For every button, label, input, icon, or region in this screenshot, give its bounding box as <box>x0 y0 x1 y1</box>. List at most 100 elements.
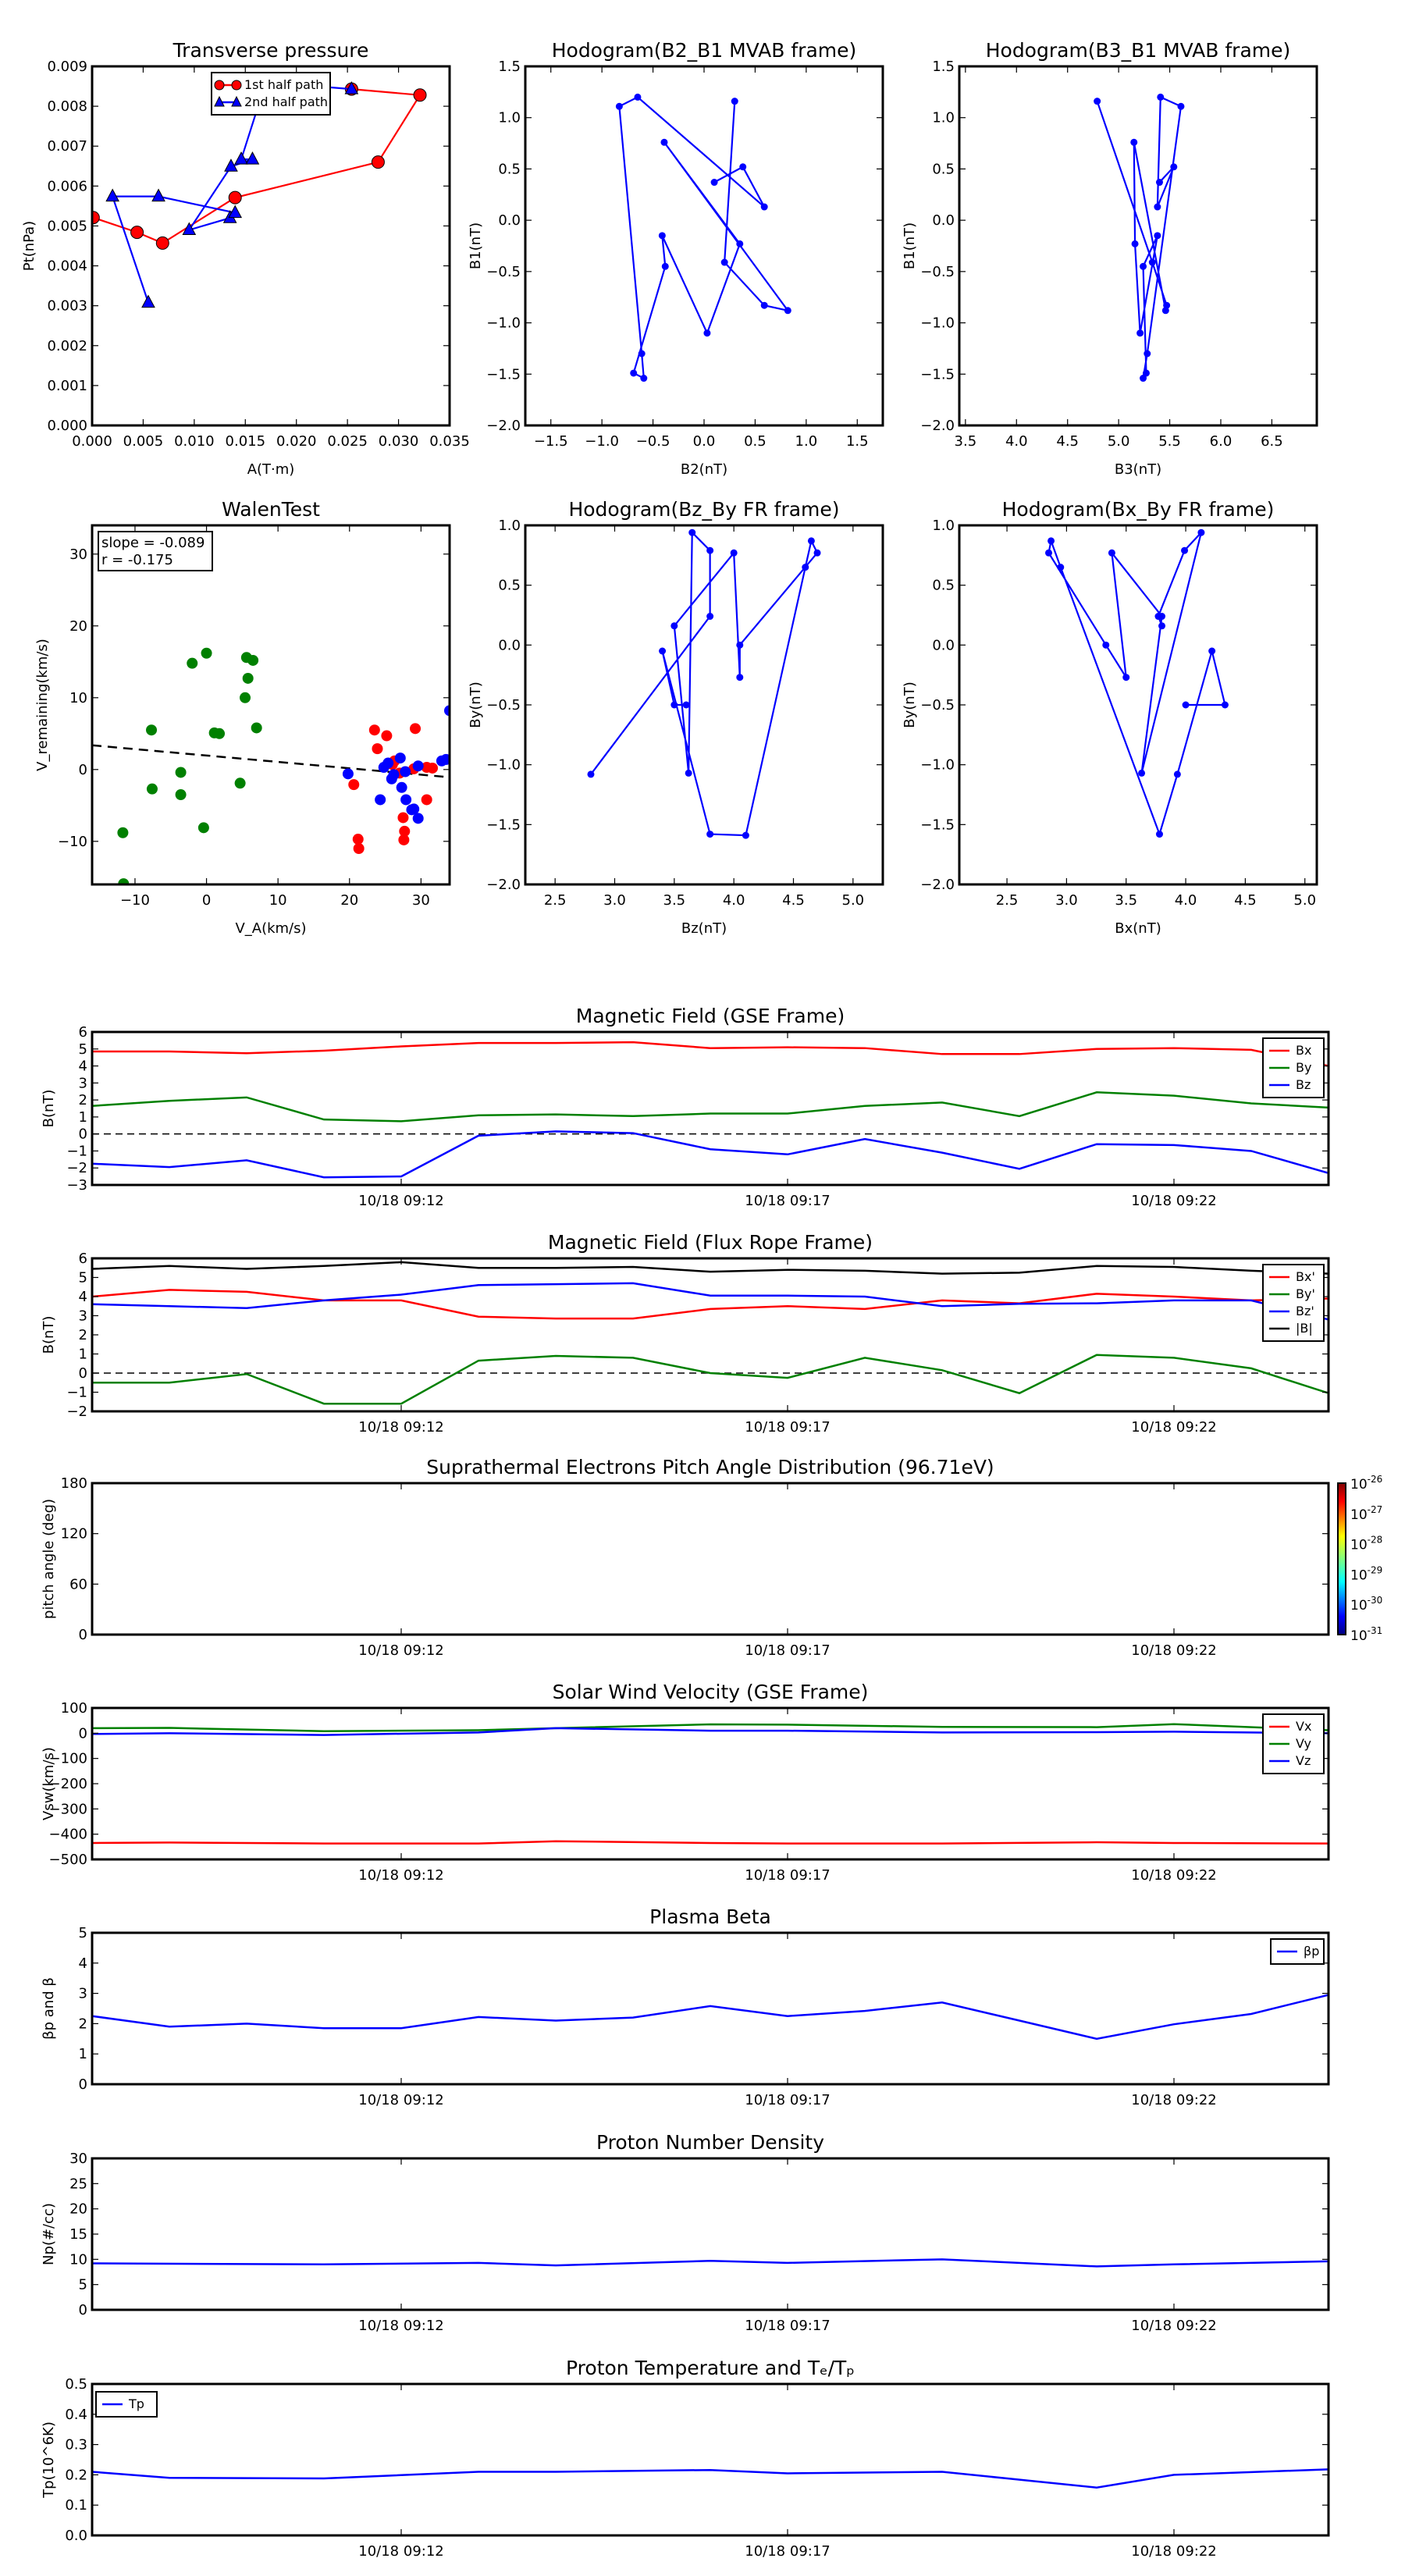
x-tick-label: 5.5 <box>1158 433 1181 450</box>
legend-label: Bx <box>1296 1043 1311 1058</box>
y-tick-label: −2.0 <box>920 418 955 434</box>
x-tick-label: 5.0 <box>1293 892 1316 909</box>
chart-mag-fr: Magnetic Field (Flux Rope Frame) −2 −1 0 1 2 3… <box>41 1231 1330 1436</box>
y-tick-label: 2 <box>79 2016 87 2032</box>
y-axis-label: pitch angle (deg) <box>41 1499 57 1619</box>
plot-frame <box>958 524 1318 886</box>
data-point <box>760 203 768 211</box>
series-line--p <box>92 1994 1329 2041</box>
colorbar-tick-exponent: -29 <box>1368 1564 1383 1575</box>
y-tick-label: −2 <box>66 1160 87 1176</box>
chart-proton-density: Proton Number Density 0 5 10 15 20 25 30 10/18 0… <box>41 2131 1330 2334</box>
series-line-by- <box>92 1354 1329 1405</box>
plot-frame <box>524 524 884 886</box>
scatter-point <box>421 794 432 806</box>
x-tick-label: 2.5 <box>544 892 567 909</box>
y-axis-label: V_remaining(km/s) <box>34 639 51 771</box>
plot-area <box>587 528 821 839</box>
x-tick-label: 10/18 09:17 <box>745 2092 830 2108</box>
scatter-point <box>399 825 411 837</box>
data-point <box>703 329 711 337</box>
y-tick-label: 5 <box>79 1041 87 1058</box>
scatter-point <box>175 789 187 800</box>
y-axis-label: Np(#/cc) <box>41 2203 57 2265</box>
series-line-tp <box>92 2468 1329 2489</box>
data-point <box>730 549 738 557</box>
data-point <box>1158 622 1166 630</box>
chart-title: Hodogram(B2_B1 MVAB frame) <box>552 39 857 62</box>
y-tick-label: 0 <box>79 1126 87 1143</box>
y-tick-label: 0 <box>79 1725 87 1742</box>
data-point <box>659 647 667 655</box>
x-tick-label: 0.025 <box>327 433 368 450</box>
data-point <box>640 375 648 382</box>
legend-label: βp <box>1304 1944 1319 1959</box>
data-point <box>1208 647 1216 655</box>
x-tick-label: 0.030 <box>379 433 419 450</box>
legend: Bx' By' Bz' |B| <box>1262 1264 1325 1342</box>
y-tick-label: 1.0 <box>498 110 521 126</box>
y-tick-label: 4 <box>79 1059 87 1075</box>
data-point <box>1094 98 1101 105</box>
y-tick-label: 0.009 <box>47 59 87 75</box>
series-line-by <box>92 1091 1329 1123</box>
y-tick-label: 0.0 <box>932 212 955 229</box>
y-tick-label: 180 <box>61 1475 87 1492</box>
series-line-bz- <box>92 1282 1329 1321</box>
data-point <box>1140 375 1147 382</box>
y-tick-label: 120 <box>61 1526 87 1542</box>
x-axis-label: B2(nT) <box>681 461 727 478</box>
plot-area <box>1045 528 1229 838</box>
y-axis-label: B(nT) <box>41 1090 57 1128</box>
scatter-point <box>242 672 254 684</box>
data-point <box>615 102 623 110</box>
y-tick-label: 100 <box>61 1700 87 1717</box>
colorbar-tick-exponent: -26 <box>1368 1474 1383 1485</box>
plot-frame <box>91 65 451 427</box>
x-tick-label: −1.0 <box>585 433 619 450</box>
colorbar-tick-base: 10 <box>1350 1567 1368 1583</box>
scatter-point <box>352 834 364 845</box>
series-line-bz-by <box>590 530 819 837</box>
x-tick-label: 5.0 <box>842 892 865 909</box>
scatter-point <box>382 757 394 769</box>
data-point <box>685 769 692 777</box>
y-tick-label: −500 <box>49 1852 87 1868</box>
y-tick-label: 0 <box>79 1365 87 1382</box>
y-tick-label: −1.5 <box>920 366 955 382</box>
y-tick-label: −0.5 <box>920 697 955 713</box>
x-tick-label: 6.5 <box>1261 433 1283 450</box>
x-tick-label: −0.5 <box>636 433 670 450</box>
scatter-point <box>381 730 393 742</box>
legend-label: Tp <box>128 2396 144 2411</box>
x-axis-label: V_A(km/s) <box>235 920 306 937</box>
y-tick-label: −0.5 <box>486 697 521 713</box>
data-point <box>371 155 385 169</box>
data-point <box>141 294 155 308</box>
y-tick-label: 1.5 <box>498 59 521 75</box>
y-tick-label: 0.5 <box>65 2376 87 2393</box>
data-point <box>660 138 668 146</box>
y-tick-label: −0.5 <box>920 264 955 280</box>
annotation-frame <box>98 531 213 571</box>
data-point <box>1154 203 1161 211</box>
plot-area <box>615 93 791 382</box>
data-point <box>151 188 165 202</box>
data-point <box>182 222 197 236</box>
y-axis-label: Vsw(km/s) <box>41 1747 57 1820</box>
legend-label: By <box>1296 1060 1311 1075</box>
y-tick-label: −0.5 <box>486 264 521 280</box>
chart-solar-wind-velocity: Solar Wind Velocity (GSE Frame) −500 −400 −… <box>41 1681 1330 1884</box>
series-line-bx-by <box>1048 529 1226 838</box>
y-tick-label: 0.1 <box>65 2497 87 2514</box>
y-tick-label: 3 <box>79 1075 87 1091</box>
x-tick-label: 5.0 <box>1108 433 1130 450</box>
y-tick-label: 0.003 <box>47 298 87 315</box>
x-tick-label: 4.5 <box>782 892 805 909</box>
scatter-point <box>397 812 409 824</box>
plot-frame <box>524 65 884 427</box>
data-point <box>1173 770 1181 778</box>
data-point <box>1130 138 1138 146</box>
legend-label: 1st half path <box>244 77 323 92</box>
